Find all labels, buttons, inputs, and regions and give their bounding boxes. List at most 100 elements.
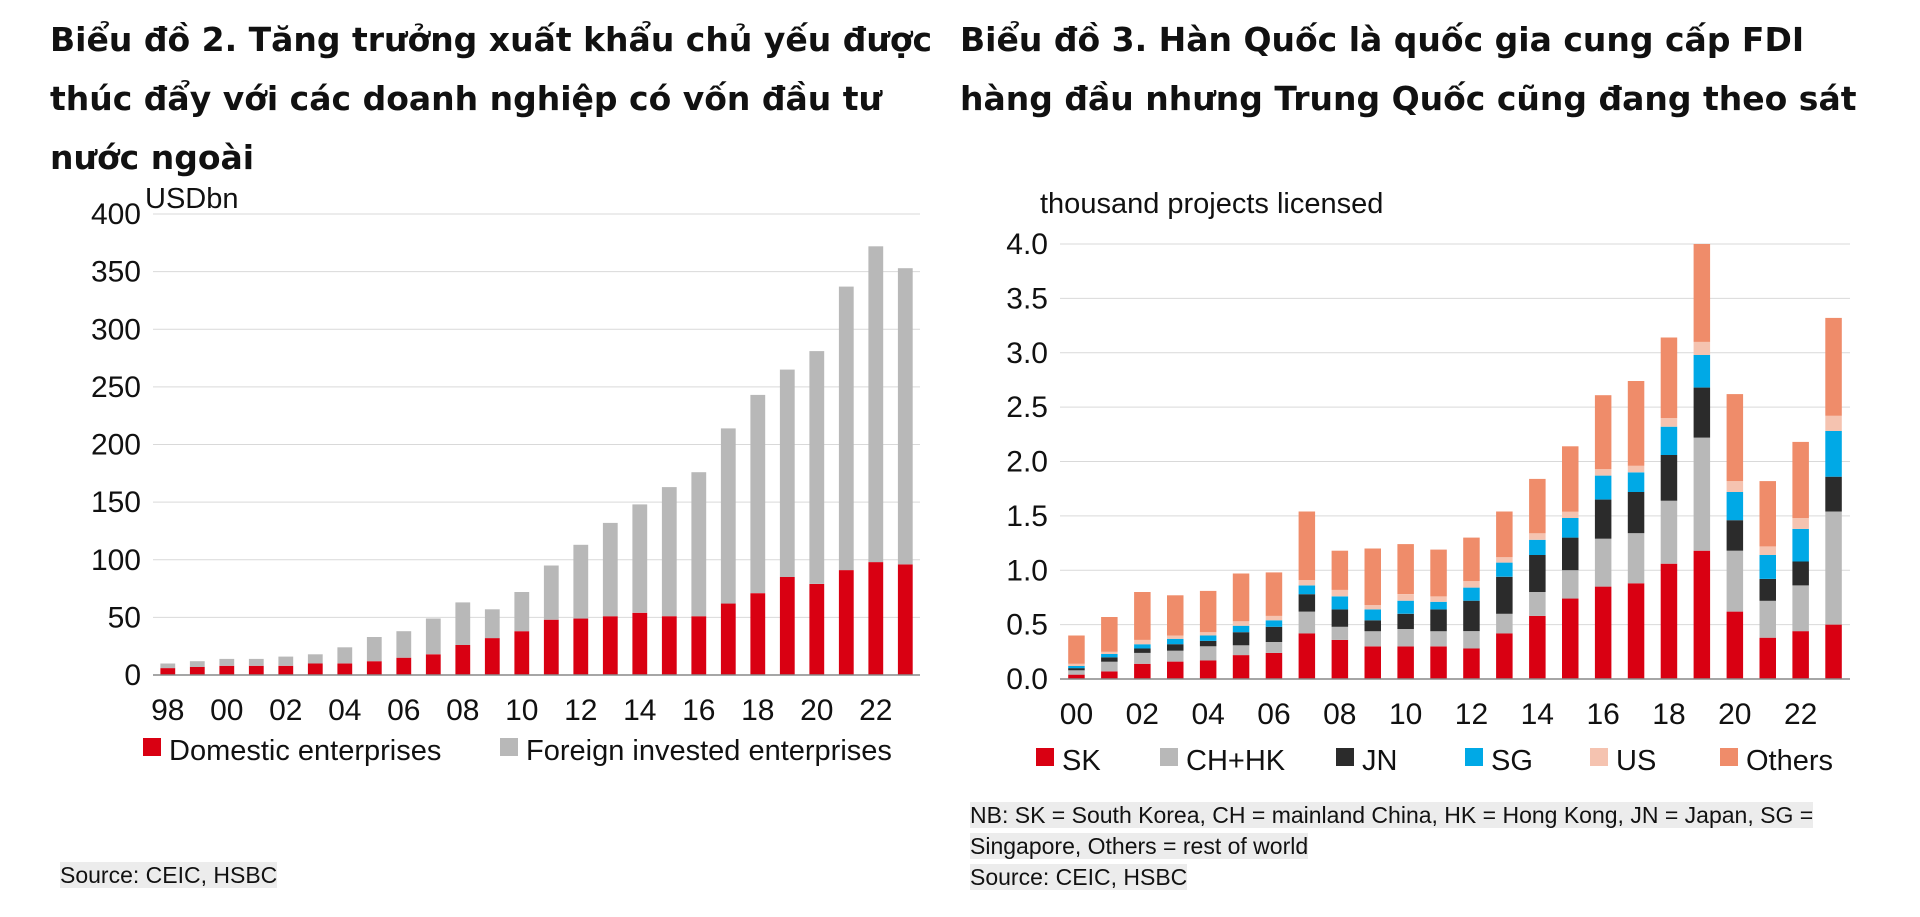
bar-segment-ch-hk: CH+HK 2013: 0.18 [1496, 613, 1513, 634]
y-tick-label: 200 [91, 429, 141, 462]
bar-segment-us: US 2012: 0.06 [1463, 581, 1480, 588]
bar-segment-sk: SK 2007: 0.42 [1298, 633, 1316, 679]
bar-segment-sg: SG 2005: 0.06 [1232, 625, 1250, 633]
x-tick-label: 06 [387, 694, 420, 727]
bar-segment-sk: SK 2010: 0.3 [1397, 646, 1414, 679]
y-tick-label: 2.5 [1006, 391, 1048, 424]
bar-segment-ch-hk: CH+HK 2019: 1.04 [1693, 437, 1711, 551]
bar-segment-foreign-invested-enterprises: Foreign invested enterprises 2012: 64 [573, 544, 589, 619]
x-tick-label: 18 [1652, 698, 1685, 731]
bar-segment-domestic-enterprises: Domestic enterprises 2023: 96 [897, 564, 913, 675]
x-tick-label: 22 [1784, 698, 1817, 731]
bar-segment-us: US 2008: 0.06 [1331, 589, 1349, 597]
bar-segment-domestic-enterprises: Domestic enterprises 2017: 62 [720, 603, 736, 675]
bar-segment-jn: JN 2010: 0.14 [1397, 613, 1414, 629]
bar-segment-others: Others 2020: 0.8 [1726, 394, 1744, 482]
y-tick-label: 350 [91, 256, 141, 289]
bar-segment-others: Others 2001: 0.32 [1101, 617, 1118, 652]
bar-segment-us: US 2014: 0.06 [1529, 533, 1546, 540]
bar-segment-others: Others 2014: 0.5 [1529, 478, 1546, 534]
bar-segment-ch-hk: CH+HK 2018: 0.58 [1660, 500, 1678, 564]
legend-swatch [1465, 748, 1483, 766]
unit-label: thousand projects licensed [1040, 188, 1383, 220]
bar-segment-domestic-enterprises: Domestic enterprises 2018: 71 [750, 593, 766, 675]
bar-segment-ch-hk: CH+HK 2023: 1.04 [1825, 511, 1842, 625]
y-tick-label: 0.0 [1006, 663, 1048, 696]
footnote: NB: SK = South Korea, CH = mainland Chin… [970, 800, 1814, 893]
legend-label: CH+HK [1186, 745, 1286, 777]
bar-segment-sg: SG 2012: 0.12 [1463, 587, 1480, 601]
x-tick-label: 06 [1257, 698, 1290, 731]
x-tick-label: 12 [564, 694, 597, 727]
bar-segment-others: Others 2009: 0.52 [1364, 548, 1381, 605]
bar-segment-sg: SG 2015: 0.18 [1562, 518, 1579, 538]
bar-segment-others: Others 2017: 0.78 [1627, 381, 1645, 466]
x-tick-label: 16 [1586, 698, 1619, 731]
bar-segment-foreign-invested-enterprises: Foreign invested enterprises 2004: 14 [337, 647, 353, 664]
x-tick-label: 18 [741, 694, 774, 727]
bar-segment-sk: SK 2014: 0.58 [1529, 615, 1546, 679]
bar-segment-ch-hk: CH+HK 2021: 0.34 [1759, 600, 1776, 638]
bar-segment-us: US 2017: 0.06 [1627, 465, 1645, 473]
bar-segment-foreign-invested-enterprises: Foreign invested enterprises 1999: 5 [189, 661, 205, 667]
legend-label: SG [1491, 745, 1533, 777]
bar-segment-foreign-invested-enterprises: Foreign invested enterprises 2018: 172 [750, 394, 766, 594]
y-tick-label: 400 [91, 198, 141, 231]
bar-segment-others: Others 2006: 0.4 [1265, 572, 1283, 616]
bar-segment-ch-hk: CH+HK 2009: 0.14 [1364, 631, 1381, 647]
bar-segment-us: US 2005: 0.04 [1232, 621, 1250, 626]
bar-segment-sk: SK 2008: 0.36 [1331, 639, 1349, 679]
bar-segment-domestic-enterprises: Domestic enterprises 2008: 26 [455, 645, 471, 675]
bar-segment-others: Others 2007: 0.63 [1298, 511, 1316, 580]
legend-label: SK [1062, 745, 1101, 777]
bar-segment-domestic-enterprises: Domestic enterprises 2006: 15 [396, 657, 412, 675]
bar-segment-others: Others 2019: 0.9 [1693, 244, 1711, 342]
bar-segment-sk: SK 2021: 0.38 [1759, 637, 1776, 679]
bar-segment-foreign-invested-enterprises: Foreign invested enterprises 2019: 180 [779, 369, 795, 577]
source-note: Source: CEIC, HSBC [60, 860, 278, 891]
bar-segment-domestic-enterprises: Domestic enterprises 2021: 91 [838, 570, 854, 675]
bar-segment-sk: SK 2001: 0.07 [1101, 671, 1118, 679]
bar-segment-ch-hk: CH+HK 2008: 0.12 [1331, 626, 1349, 640]
bar-segment-us: US 2009: 0.04 [1364, 605, 1381, 610]
bar-segment-ch-hk: CH+HK 2006: 0.1 [1265, 642, 1283, 653]
y-tick-label: 300 [91, 313, 141, 346]
bar-segment-others: Others 2005: 0.44 [1232, 573, 1250, 622]
bar-segment-jn: JN 2008: 0.16 [1331, 609, 1349, 627]
bar-segment-sg: SG 2008: 0.12 [1331, 596, 1349, 610]
bar-segment-sg: SG 2018: 0.26 [1660, 426, 1678, 455]
source-text: Source: CEIC, HSBC [970, 864, 1188, 890]
bar-segment-sk: SK 2000: 0.04 [1068, 674, 1085, 679]
bar-segment-us: US 2021: 0.08 [1759, 546, 1776, 555]
bar-segment-others: Others 2008: 0.36 [1331, 550, 1349, 590]
chart-title: Biểu đồ 2. Tăng trưởng xuất khẩu chủ yếu… [50, 20, 933, 177]
bar-segment-domestic-enterprises: Domestic enterprises 2009: 32 [484, 638, 500, 675]
x-tick-label: 02 [1126, 698, 1159, 731]
bar-segment-us: US 2000: 0.02 [1068, 663, 1085, 666]
bar-segment-jn: JN 2009: 0.1 [1364, 620, 1381, 632]
legend-label: US [1616, 745, 1656, 777]
bar-segment-others: Others 2011: 0.43 [1430, 549, 1447, 597]
bar-segment-jn: JN 2023: 0.32 [1825, 476, 1842, 512]
right-chart-panel: Biểu đồ 3. Hàn Quốc là quốc gia cung cấp… [950, 0, 1920, 917]
bar-segment-sg: SG 2011: 0.07 [1430, 601, 1447, 610]
bar-segment-jn: JN 2005: 0.12 [1232, 632, 1250, 646]
bar-segment-sg: SG 2013: 0.13 [1496, 562, 1513, 577]
bar-segment-jn: JN 2020: 0.28 [1726, 520, 1744, 551]
bar-segment-us: US 2004: 0.03 [1199, 632, 1217, 636]
bar-segment-foreign-invested-enterprises: Foreign invested enterprises 2003: 8 [307, 654, 323, 664]
bar-segment-foreign-invested-enterprises: Foreign invested enterprises 2021: 246 [838, 286, 854, 571]
bar-segment-sg: SG 2007: 0.08 [1298, 585, 1316, 595]
bar-segment-sg: SG 2019: 0.3 [1693, 354, 1711, 388]
bar-segment-foreign-invested-enterprises: Foreign invested enterprises 2007: 31 [425, 618, 441, 655]
bar-segment-ch-hk: CH+HK 2001: 0.09 [1101, 661, 1118, 672]
y-tick-label: 150 [91, 486, 141, 519]
bar-segment-sg: SG 2010: 0.12 [1397, 600, 1414, 614]
bar-segment-ch-hk: CH+HK 2000: 0.04 [1068, 670, 1085, 675]
bar-segment-us: US 2018: 0.08 [1660, 418, 1678, 427]
